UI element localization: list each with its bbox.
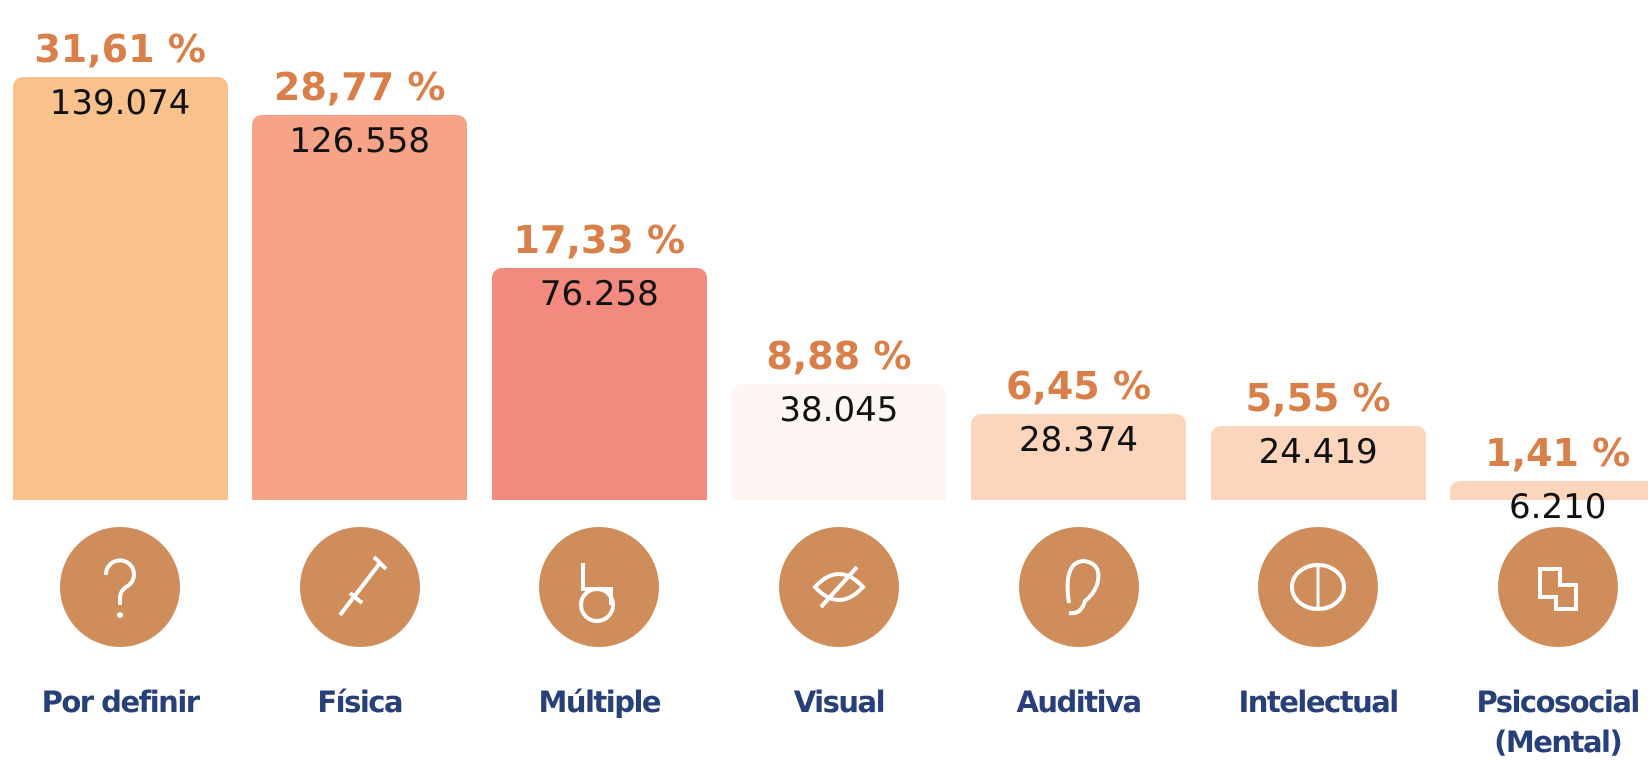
value-label: 24.419	[1258, 431, 1378, 472]
bar	[971, 413, 1186, 500]
share-label: 1,41 %	[1485, 431, 1631, 476]
category-label: Intelectual	[1238, 685, 1399, 719]
category-label: Física	[317, 685, 403, 719]
bar	[1450, 481, 1648, 500]
category-label: Auditiva	[1016, 685, 1142, 719]
bar	[731, 384, 947, 500]
value-label: 6.210	[1509, 487, 1607, 528]
icon	[778, 527, 899, 647]
bar	[1210, 425, 1426, 500]
icon	[1258, 527, 1379, 647]
share-label: 5,55 %	[1245, 375, 1391, 420]
icon	[1018, 527, 1139, 647]
bar	[491, 268, 707, 500]
share-label: 31,61 %	[34, 27, 206, 71]
value-label: 76.258	[539, 274, 659, 315]
category-label: Psicosocial (Mental)	[1476, 685, 1640, 759]
share-label: 8,88 %	[766, 334, 912, 379]
icon	[299, 527, 420, 647]
value-label: 38.045	[779, 390, 899, 431]
bar	[252, 115, 468, 500]
icon	[60, 527, 181, 647]
category-label: Por definir	[41, 685, 200, 719]
category-label: Múltiple	[538, 685, 661, 719]
icon	[1497, 527, 1618, 647]
value-label: 139.074	[49, 83, 191, 123]
share-label: 6,45 %	[1005, 363, 1152, 408]
bar	[12, 77, 228, 500]
value-label: 126.558	[289, 121, 430, 162]
value-label: 28.374	[1019, 419, 1138, 460]
share-label: 17,33 %	[513, 218, 686, 263]
icon	[539, 527, 660, 647]
category-label: Visual	[793, 685, 886, 719]
share-label: 28,77 %	[273, 65, 446, 110]
